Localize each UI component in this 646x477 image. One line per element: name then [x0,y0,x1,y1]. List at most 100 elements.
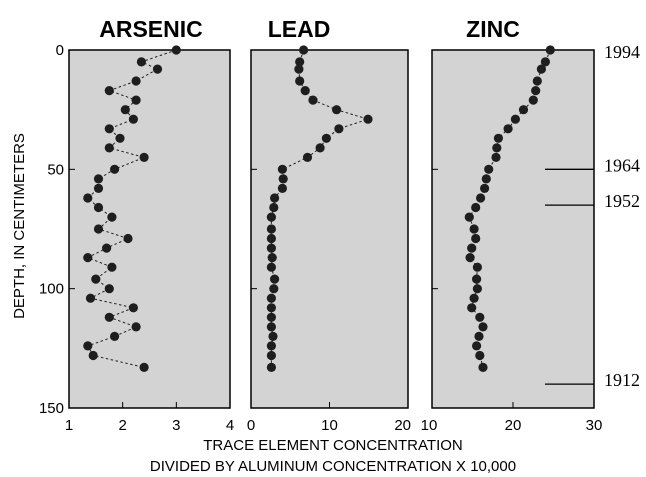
zinc-point-23 [472,274,482,284]
arsenic-point-14 [93,183,104,193]
zinc-point-25 [469,293,479,303]
arsenic-point-28 [131,322,141,332]
y-tick-label: 150 [39,400,64,417]
date-marker-year-1952: 1952 [604,191,640,211]
lead-point-6 [332,105,342,115]
lead-point-29 [268,331,278,341]
zinc-point-12 [484,164,494,174]
arsenic-point-16 [93,202,104,213]
zinc-point-10 [492,143,502,153]
y-tick-label: 0 [56,42,64,59]
lead-point-20 [266,243,276,253]
lead-point-15 [270,193,280,203]
lead-point-1 [295,57,305,67]
zinc-point-1 [540,57,551,67]
zinc-point-11 [491,152,501,162]
arsenic-point-29 [110,331,120,341]
arsenic-point-4 [104,86,114,96]
panel-zinc-background [431,49,595,409]
zinc-point-21 [465,253,475,263]
arsenic-point-9 [115,133,125,143]
lead-point-3 [295,76,305,86]
lead-point-7 [363,114,373,124]
arsenic-x-tick-label: 2 [118,417,126,434]
zinc-point-15 [476,193,486,203]
zinc-point-19 [471,233,481,244]
zinc-x-ticks: 10 20 30 [421,402,603,434]
lead-point-25 [266,293,276,303]
zinc-point-29 [474,331,484,341]
y-tick-label: 100 [39,281,64,298]
zinc-point-4 [531,86,541,96]
arsenic-point-23 [91,274,101,284]
y-axis-label: DEPTH, IN CENTIMETERS [11,133,28,319]
arsenic-point-12 [110,164,120,174]
zinc-point-26 [467,303,477,313]
lead-point-4 [300,86,310,96]
lead-x-tick-label: 20 [394,417,411,434]
lead-point-2 [294,64,304,74]
arsenic-point-30 [83,341,93,351]
arsenic-point-25 [85,293,96,303]
zinc-point-32 [478,362,488,372]
arsenic-x-tick-label: 4 [226,417,234,434]
arsenic-x-tick-label: 3 [172,417,180,434]
zinc-point-24 [472,284,482,294]
lead-point-17 [266,212,276,222]
arsenic-point-17 [107,212,117,222]
zinc-point-20 [467,243,477,253]
y-axis-ticks: 0 50 100 150 [39,42,438,417]
zinc-point-16 [471,202,481,213]
zinc-point-18 [469,224,479,234]
lead-point-16 [269,202,279,213]
arsenic-point-24 [104,284,114,294]
date-marker-year-1994: 1994 [604,42,640,62]
zinc-x-tick-label: 30 [586,417,603,434]
arsenic-point-26 [128,303,138,313]
lead-series [266,45,373,372]
zinc-x-tick-label: 10 [421,417,438,434]
arsenic-point-11 [139,152,149,162]
lead-x-tick-label: 10 [321,417,338,434]
date-markers: 1994 1964 1952 1912 [545,42,640,390]
lead-point-23 [270,274,280,284]
zinc-point-31 [475,350,485,361]
arsenic-point-1 [136,57,146,67]
zinc-point-8 [503,124,513,134]
lead-point-27 [266,312,276,322]
x-axis-label-line2: DIVIDED BY ALUMINUM CONCENTRATION X 10,0… [150,458,516,475]
date-marker-year-1912: 1912 [604,370,640,390]
arsenic-x-tick-label: 1 [65,417,73,434]
arsenic-point-0 [171,45,181,55]
arsenic-point-32 [139,362,149,372]
zinc-point-14 [480,183,490,193]
arsenic-point-19 [123,233,133,244]
lead-point-9 [321,133,331,143]
x-axis-label-line1: TRACE ELEMENT CONCENTRATION [203,437,462,454]
panel-arsenic-title: ARSENIC [99,16,203,42]
lead-x-tick-label: 0 [247,417,255,434]
lead-point-10 [315,143,325,153]
lead-point-12 [277,164,287,174]
zinc-point-0 [545,45,555,55]
zinc-point-17 [464,212,474,222]
zinc-point-30 [472,341,482,351]
arsenic-point-20 [102,243,112,253]
lead-point-11 [302,152,313,162]
zinc-point-2 [536,64,547,74]
panel-lead-title: LEAD [268,16,331,42]
arsenic-point-6 [120,105,130,115]
arsenic-point-15 [83,193,93,203]
lead-point-8 [334,124,344,134]
lead-point-13 [278,174,288,184]
panel-lead-background [250,49,409,409]
lead-point-14 [277,183,287,193]
arsenic-x-ticks: 1 2 3 4 [65,402,234,434]
arsenic-series [83,45,181,372]
zinc-point-5 [528,95,538,105]
lead-point-5 [308,95,318,105]
zinc-point-13 [481,174,491,184]
arsenic-point-13 [93,174,104,184]
lead-point-30 [266,341,276,351]
